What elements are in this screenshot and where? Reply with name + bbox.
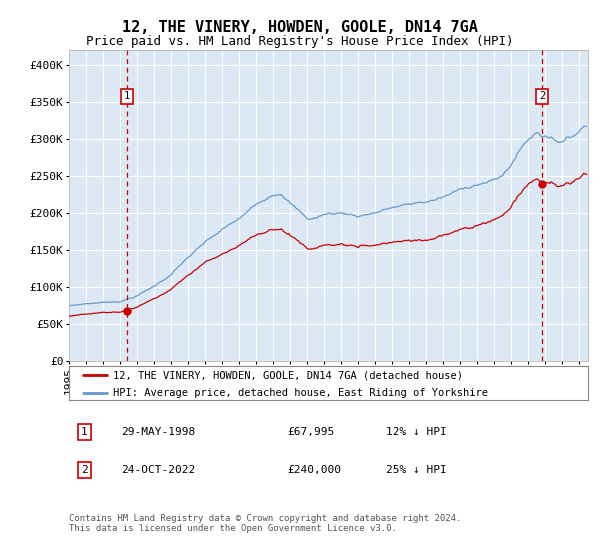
Text: 2: 2 [81, 465, 88, 475]
Text: 29-MAY-1998: 29-MAY-1998 [121, 427, 195, 437]
Text: 12, THE VINERY, HOWDEN, GOOLE, DN14 7GA: 12, THE VINERY, HOWDEN, GOOLE, DN14 7GA [122, 20, 478, 35]
Text: £240,000: £240,000 [287, 465, 341, 475]
Text: 12% ↓ HPI: 12% ↓ HPI [386, 427, 446, 437]
Text: Contains HM Land Registry data © Crown copyright and database right 2024.
This d: Contains HM Land Registry data © Crown c… [69, 514, 461, 534]
Text: 24-OCT-2022: 24-OCT-2022 [121, 465, 195, 475]
Text: 2: 2 [539, 91, 545, 101]
Text: 12, THE VINERY, HOWDEN, GOOLE, DN14 7GA (detached house): 12, THE VINERY, HOWDEN, GOOLE, DN14 7GA … [113, 370, 463, 380]
Text: 1: 1 [124, 91, 130, 101]
Text: HPI: Average price, detached house, East Riding of Yorkshire: HPI: Average price, detached house, East… [113, 388, 488, 398]
Text: 1: 1 [81, 427, 88, 437]
Text: £67,995: £67,995 [287, 427, 334, 437]
Text: Price paid vs. HM Land Registry's House Price Index (HPI): Price paid vs. HM Land Registry's House … [86, 35, 514, 48]
Text: 25% ↓ HPI: 25% ↓ HPI [386, 465, 446, 475]
